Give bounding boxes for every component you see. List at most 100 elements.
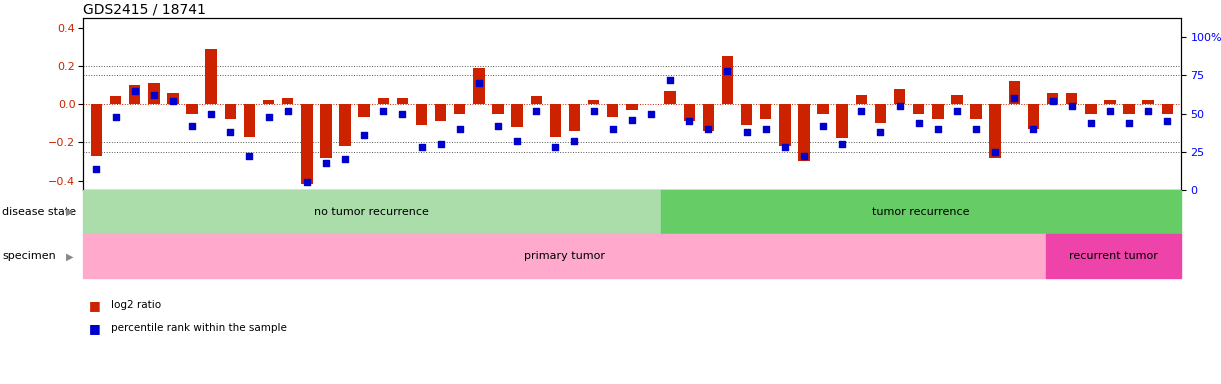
Bar	[1066, 93, 1077, 104]
Point	[239, 153, 259, 159]
Point	[259, 114, 278, 120]
Bar	[530, 96, 542, 104]
Bar	[1028, 104, 1039, 129]
Point	[431, 141, 451, 147]
Bar	[492, 104, 504, 114]
Text: ■: ■	[89, 299, 101, 312]
Text: tumor recurrence: tumor recurrence	[872, 207, 969, 217]
Point	[182, 123, 201, 129]
Point	[908, 120, 928, 126]
Point	[890, 103, 910, 109]
Point	[546, 144, 565, 150]
Bar	[474, 68, 485, 104]
Point	[736, 129, 756, 135]
Bar	[759, 104, 772, 119]
Point	[469, 80, 488, 86]
Point	[775, 144, 795, 150]
Bar	[779, 104, 790, 146]
Text: ■: ■	[89, 322, 101, 335]
Point	[297, 179, 316, 185]
Point	[621, 117, 642, 123]
Bar	[1104, 100, 1116, 104]
Point	[1120, 120, 1139, 126]
Point	[1100, 108, 1120, 114]
Bar	[397, 98, 408, 104]
Point	[221, 129, 241, 135]
Point	[336, 156, 355, 162]
Point	[1062, 103, 1082, 109]
Point	[508, 138, 527, 144]
Bar	[1161, 104, 1173, 114]
Point	[985, 149, 1005, 155]
Bar	[167, 93, 178, 104]
Bar	[971, 104, 982, 119]
Point	[584, 108, 603, 114]
Bar	[661, 190, 1181, 234]
Bar	[913, 104, 924, 114]
Bar	[148, 83, 160, 104]
Bar	[1143, 100, 1154, 104]
Bar	[932, 104, 944, 119]
Point	[451, 126, 470, 132]
Bar	[1123, 104, 1134, 114]
Bar	[339, 104, 350, 146]
Bar	[454, 104, 465, 114]
Point	[833, 141, 852, 147]
Bar	[607, 104, 619, 118]
Point	[278, 108, 298, 114]
Bar	[282, 98, 293, 104]
Point	[813, 123, 833, 129]
Point	[1043, 98, 1062, 104]
Point	[1005, 95, 1024, 101]
Point	[947, 108, 967, 114]
Point	[488, 123, 508, 129]
Bar	[359, 104, 370, 118]
Bar	[129, 85, 140, 104]
Point	[641, 111, 661, 117]
Text: primary tumor: primary tumor	[524, 251, 604, 262]
Point	[1023, 126, 1043, 132]
Bar	[1046, 93, 1059, 104]
Point	[718, 68, 737, 74]
Text: no tumor recurrence: no tumor recurrence	[315, 207, 430, 217]
Bar	[302, 104, 313, 184]
Point	[354, 132, 374, 138]
Bar	[951, 94, 962, 104]
Bar	[263, 100, 275, 104]
Text: percentile rank within the sample: percentile rank within the sample	[111, 323, 287, 333]
Point	[526, 108, 546, 114]
Text: recurrent tumor: recurrent tumor	[1068, 251, 1158, 262]
Point	[144, 92, 164, 98]
Bar	[587, 100, 600, 104]
Point	[164, 98, 183, 104]
Bar	[664, 91, 676, 104]
Point	[966, 126, 985, 132]
Point	[698, 126, 718, 132]
Bar	[320, 104, 332, 157]
Point	[1081, 120, 1100, 126]
Bar	[83, 234, 1046, 278]
Point	[1138, 108, 1158, 114]
Bar	[377, 98, 389, 104]
Point	[603, 126, 623, 132]
Point	[794, 153, 813, 159]
Bar	[83, 190, 661, 234]
Point	[928, 126, 947, 132]
Text: GDS2415 / 18741: GDS2415 / 18741	[83, 3, 206, 17]
Point	[411, 144, 431, 150]
Bar	[817, 104, 829, 114]
Point	[201, 111, 221, 117]
Bar	[225, 104, 236, 119]
Bar	[836, 104, 847, 139]
Bar	[894, 89, 905, 104]
Bar	[569, 104, 580, 131]
Point	[756, 126, 775, 132]
Bar	[110, 96, 121, 104]
Bar	[416, 104, 427, 125]
Bar	[244, 104, 255, 137]
Bar	[874, 104, 886, 123]
Bar	[1009, 81, 1020, 104]
Bar	[702, 104, 714, 131]
Bar	[684, 104, 695, 121]
Point	[871, 129, 890, 135]
